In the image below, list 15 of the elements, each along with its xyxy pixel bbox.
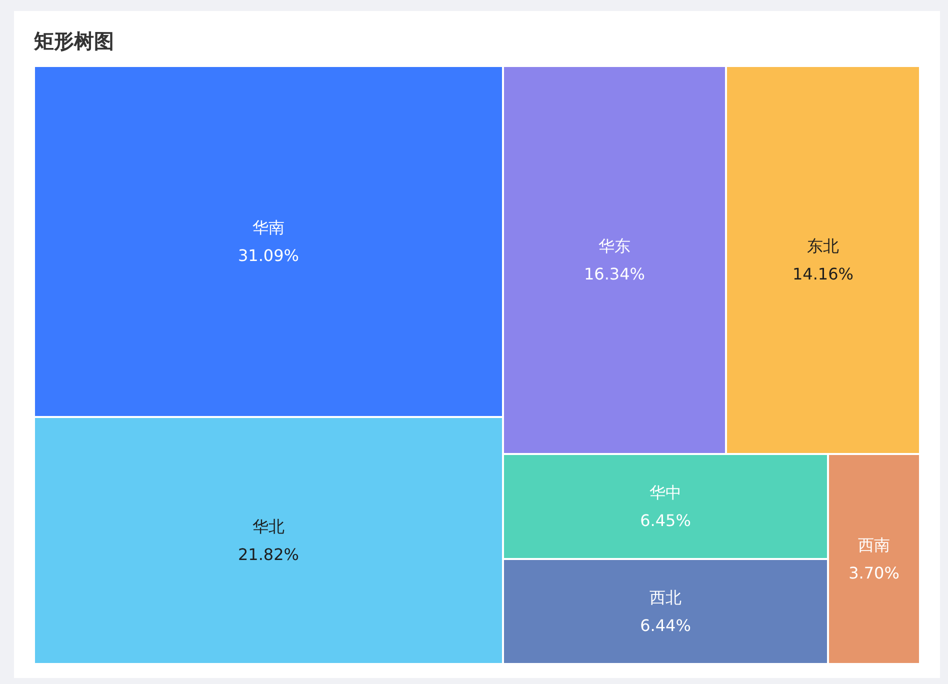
category-label: 西北 (650, 588, 682, 607)
category-label: 西南 (858, 536, 890, 554)
data-label: 31.09% (238, 246, 300, 265)
category-label: 华东 (598, 236, 630, 256)
category-label: 东北 (807, 236, 839, 256)
data-label: 6.45% (640, 511, 691, 530)
category-label: 华南 (252, 218, 284, 237)
category-label: 华北 (252, 517, 284, 536)
data-label: 6.44% (640, 616, 691, 635)
data-label: 14.16% (792, 264, 854, 284)
data-label: 3.70% (848, 564, 900, 582)
data-label: 16.34% (584, 264, 646, 284)
category-label: 华中 (650, 483, 682, 502)
text: 矩形树图 (34, 28, 114, 54)
data-label: 21.82% (238, 545, 300, 564)
